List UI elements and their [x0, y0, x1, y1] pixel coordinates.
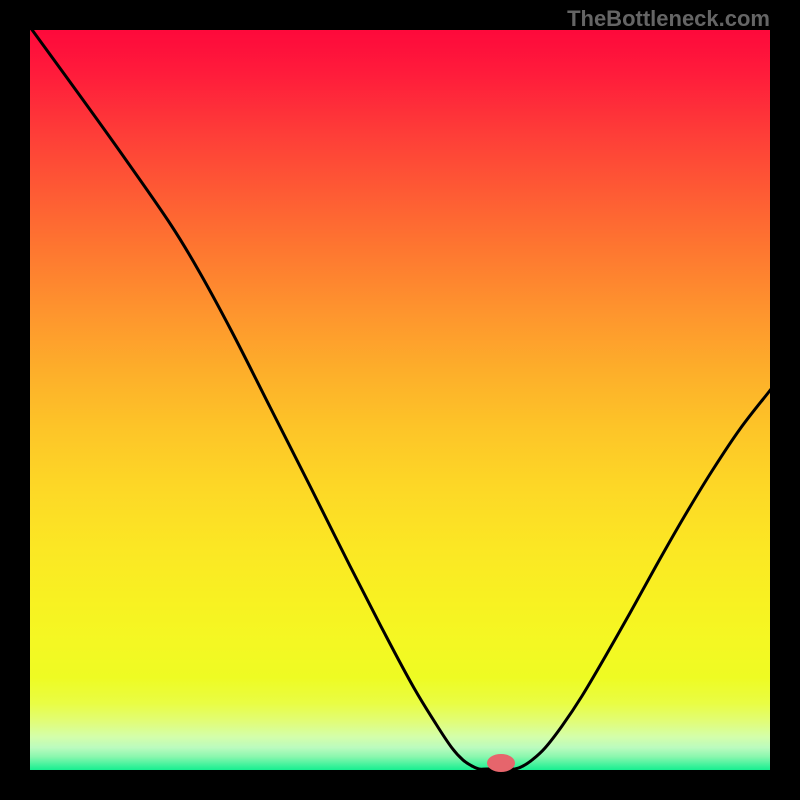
watermark-text: TheBottleneck.com — [567, 6, 770, 32]
plot-gradient — [30, 30, 770, 770]
optimal-point-marker — [487, 754, 515, 772]
bottleneck-chart — [0, 0, 800, 800]
chart-stage: TheBottleneck.com — [0, 0, 800, 800]
